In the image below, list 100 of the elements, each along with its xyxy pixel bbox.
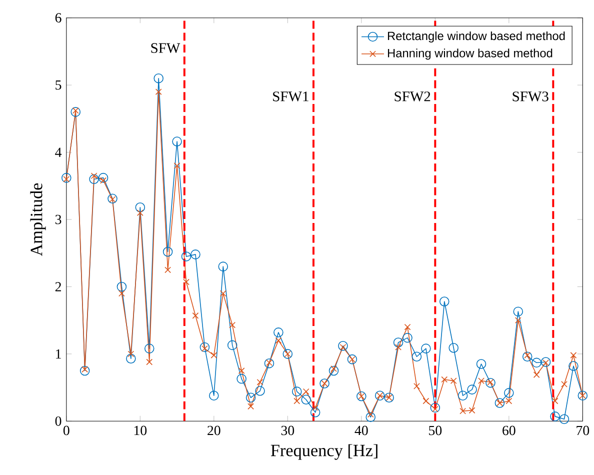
point bbox=[118, 290, 125, 297]
point bbox=[460, 408, 466, 414]
y-tick-label: 6 bbox=[55, 13, 62, 23]
point bbox=[561, 381, 568, 388]
point bbox=[570, 352, 577, 359]
point bbox=[310, 408, 320, 418]
x-tick-label: 60 bbox=[502, 426, 516, 436]
point bbox=[220, 290, 226, 297]
point bbox=[412, 352, 422, 362]
x-tick-label: 10 bbox=[134, 426, 147, 436]
point bbox=[70, 107, 81, 118]
point bbox=[514, 317, 522, 324]
legend-label: Hanning window based method bbox=[388, 48, 552, 60]
y-tick-label: 0 bbox=[55, 416, 62, 426]
point bbox=[144, 344, 154, 354]
point bbox=[162, 247, 173, 257]
point bbox=[229, 322, 236, 328]
point bbox=[136, 210, 144, 216]
point bbox=[467, 384, 477, 395]
point bbox=[154, 74, 164, 84]
ref-line-label: SFW3 bbox=[512, 92, 548, 102]
point bbox=[62, 173, 72, 183]
point bbox=[255, 386, 265, 396]
point bbox=[256, 379, 264, 386]
point bbox=[292, 386, 302, 397]
ref-line-label: SFW2 bbox=[394, 92, 430, 102]
point bbox=[522, 352, 532, 362]
point bbox=[533, 372, 540, 378]
y-tick-label: 1 bbox=[56, 350, 61, 359]
point bbox=[218, 262, 228, 272]
point bbox=[367, 411, 374, 418]
point bbox=[458, 390, 468, 401]
point bbox=[540, 357, 551, 368]
x-tick-label: 0 bbox=[63, 426, 70, 436]
point bbox=[513, 306, 524, 317]
point bbox=[238, 368, 245, 374]
point bbox=[550, 412, 560, 422]
point bbox=[172, 136, 182, 147]
y-tick-label: 3 bbox=[55, 215, 62, 224]
point bbox=[340, 344, 346, 351]
x-tick-label: 20 bbox=[208, 426, 220, 436]
point bbox=[80, 366, 90, 376]
point bbox=[338, 341, 348, 351]
point bbox=[128, 350, 134, 358]
point bbox=[312, 404, 319, 412]
point bbox=[393, 338, 404, 348]
point bbox=[542, 360, 549, 366]
point bbox=[274, 328, 284, 338]
legend-label: Retctangle window based method bbox=[388, 32, 565, 43]
point bbox=[366, 412, 376, 422]
point bbox=[109, 196, 116, 203]
point bbox=[135, 202, 146, 212]
y-tick-label: 2 bbox=[55, 282, 61, 292]
point bbox=[439, 296, 450, 307]
point bbox=[192, 312, 199, 319]
point bbox=[524, 352, 531, 359]
ref-line-label: SFW1 bbox=[273, 92, 308, 102]
point bbox=[294, 398, 300, 404]
point bbox=[126, 354, 136, 364]
ref-line-label: SFW bbox=[151, 43, 180, 54]
point bbox=[164, 266, 172, 274]
point bbox=[559, 414, 570, 424]
point bbox=[441, 376, 448, 383]
point bbox=[209, 390, 219, 401]
point bbox=[190, 250, 200, 260]
point bbox=[402, 333, 412, 343]
point bbox=[236, 374, 246, 384]
x-tick-label: 50 bbox=[429, 426, 442, 436]
x-axis-title: Frequency [Hz] bbox=[270, 444, 378, 460]
x-tick-label: 70 bbox=[576, 426, 590, 436]
point bbox=[404, 324, 411, 330]
point bbox=[328, 366, 339, 376]
point bbox=[246, 392, 256, 403]
point bbox=[72, 108, 79, 114]
point bbox=[183, 278, 190, 286]
point bbox=[478, 378, 484, 384]
point bbox=[98, 173, 108, 183]
point bbox=[422, 398, 430, 404]
point bbox=[146, 358, 153, 366]
point bbox=[450, 378, 457, 384]
y-tick-label: 5 bbox=[56, 80, 62, 90]
point bbox=[414, 383, 420, 390]
point bbox=[116, 282, 127, 292]
point bbox=[476, 359, 486, 370]
point bbox=[301, 394, 311, 405]
point bbox=[302, 388, 310, 395]
x-tick-label: 40 bbox=[354, 426, 368, 436]
point bbox=[227, 340, 238, 350]
point bbox=[552, 398, 558, 404]
point bbox=[468, 407, 476, 414]
point bbox=[181, 252, 192, 262]
point bbox=[568, 361, 578, 372]
point bbox=[275, 337, 282, 344]
point bbox=[532, 358, 542, 368]
point bbox=[174, 162, 180, 170]
point bbox=[248, 403, 254, 410]
point bbox=[504, 388, 514, 398]
point bbox=[108, 194, 118, 204]
point bbox=[430, 402, 440, 413]
y-axis-title: Amplitude bbox=[30, 184, 46, 256]
